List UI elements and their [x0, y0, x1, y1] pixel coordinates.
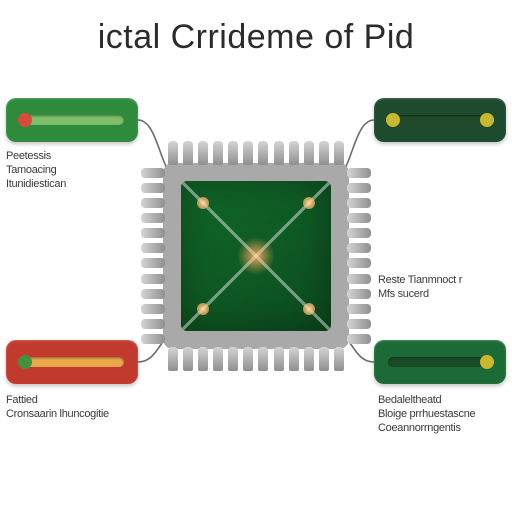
diagram-stage: ictal Crrideme of Pid Peetessis Tamoacin…: [0, 0, 512, 512]
module-slot: [388, 115, 492, 125]
indicator-dot: [18, 113, 32, 127]
solder-pad: [197, 303, 209, 315]
indicator-dot: [18, 355, 32, 369]
indicator-dot: [386, 113, 400, 127]
module-top-right: [374, 98, 506, 142]
module-top-left: [6, 98, 138, 142]
diagram-title: ictal Crrideme of Pid: [0, 18, 512, 57]
caption-bottom-right: Bedaleltheatd Bloige prrhuestascne Coean…: [378, 394, 475, 435]
solder-pad: [303, 303, 315, 315]
module-bottom-right: [374, 340, 506, 384]
indicator-dot: [480, 355, 494, 369]
central-chip: [163, 163, 349, 349]
caption-top-left: Peetessis Tamoacing Itunidiestican: [6, 150, 66, 191]
caption-top-right: Reste Tianmnoct r Mfs sucerd: [378, 274, 462, 302]
die-glow: [237, 237, 275, 275]
chip-die: [181, 181, 331, 331]
module-slot: [20, 357, 124, 367]
module-slot: [20, 115, 124, 125]
module-slot: [388, 357, 492, 367]
heatsink: [163, 163, 349, 349]
caption-bottom-left: Fattied Cronsaarin lhuncogitie: [6, 394, 109, 422]
solder-pad: [303, 197, 315, 209]
module-bottom-left: [6, 340, 138, 384]
indicator-dot: [480, 113, 494, 127]
solder-pad: [197, 197, 209, 209]
